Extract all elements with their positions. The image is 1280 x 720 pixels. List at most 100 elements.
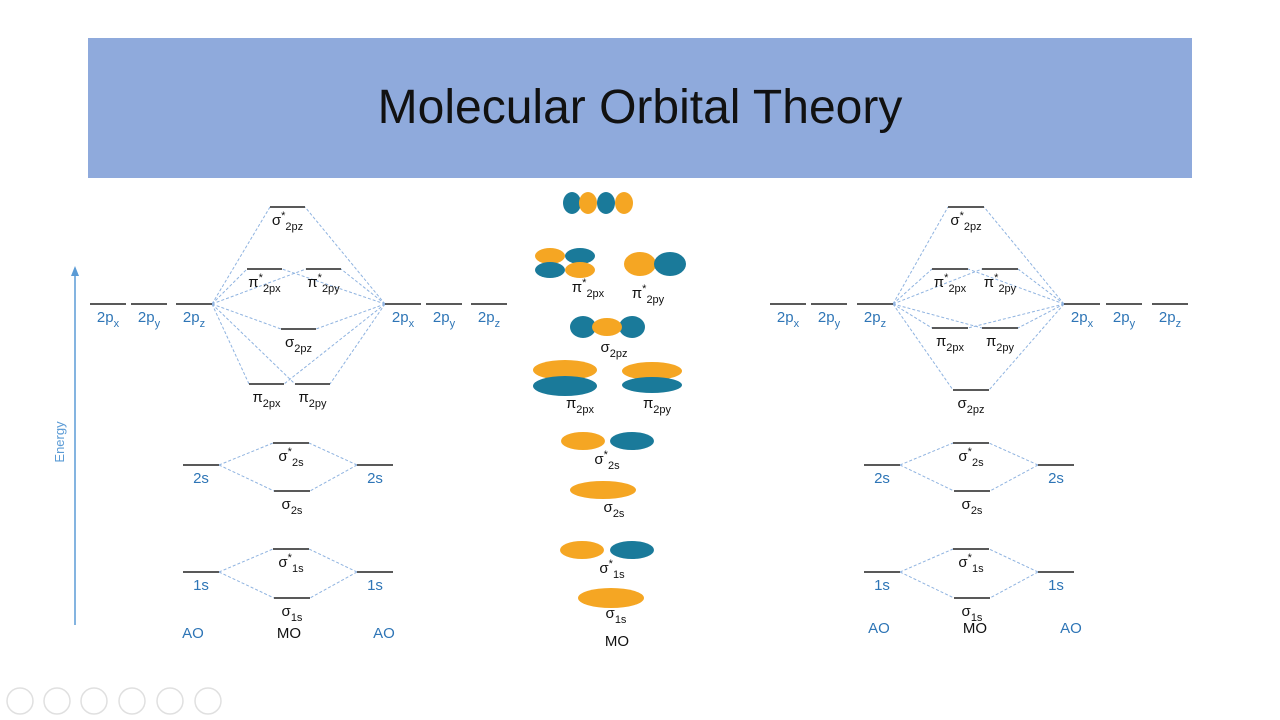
- orbital-lobe: [622, 362, 682, 380]
- pen-button[interactable]: [80, 687, 108, 715]
- orbital-lobe: [565, 262, 595, 278]
- orbital-label: 2s: [367, 470, 383, 487]
- label-sub: 1s: [613, 569, 625, 581]
- label-base: π: [936, 333, 946, 350]
- more-button[interactable]: [194, 687, 222, 715]
- connector: [211, 206, 271, 305]
- orbital-label: σ1s: [962, 603, 983, 624]
- connector: [989, 571, 1039, 599]
- orbital-lobe: [619, 316, 645, 338]
- label-base: σ: [958, 448, 968, 465]
- label-base: π: [298, 389, 308, 406]
- label-base: 2p: [777, 309, 794, 326]
- label-sub: 2pz: [967, 404, 985, 416]
- label-sub: 2s: [292, 457, 304, 469]
- orbital-label: 2pz: [1159, 309, 1181, 330]
- label-base: 2p: [97, 309, 114, 326]
- orbital-label: 1s: [193, 577, 209, 594]
- label-sub: 2py: [646, 294, 664, 306]
- label-base: π: [307, 274, 317, 291]
- slides-button[interactable]: [118, 687, 146, 715]
- label-base: σ: [599, 560, 609, 577]
- label-base: 1s: [874, 577, 890, 594]
- label-sub: y: [835, 318, 841, 330]
- label-base: 2p: [433, 309, 450, 326]
- orbital-label: 2py: [433, 309, 456, 330]
- orbital-label: 2px: [777, 309, 800, 330]
- orbital-lobe: [578, 588, 644, 608]
- prev-button[interactable]: [6, 687, 34, 715]
- orbital-lobe: [563, 192, 581, 214]
- orbital-lobe: [579, 192, 597, 214]
- column-label: MO: [605, 633, 629, 650]
- column-label: MO: [277, 625, 301, 642]
- label-sub: x: [409, 318, 415, 330]
- label-base: σ: [958, 554, 968, 571]
- orbital-lobe: [560, 541, 604, 559]
- orbital-lobe: [654, 252, 686, 276]
- connector: [315, 303, 386, 330]
- connector: [988, 303, 1065, 391]
- label-sup: *: [259, 272, 264, 284]
- label-sup: *: [604, 449, 609, 461]
- label-base: σ: [272, 212, 282, 229]
- label-base: σ: [594, 451, 604, 468]
- label-base: 2p: [138, 309, 155, 326]
- label-sup: *: [582, 277, 587, 289]
- label-base: 2s: [874, 470, 890, 487]
- label-sub: 2s: [613, 508, 625, 520]
- label-sub: 2py: [998, 283, 1016, 295]
- orbital-lobe: [610, 541, 654, 559]
- connector: [309, 464, 358, 492]
- label-base: 2s: [367, 470, 383, 487]
- connector: [899, 442, 954, 466]
- label-sub: y: [1130, 318, 1136, 330]
- label-sub: 2pz: [285, 221, 303, 233]
- orbital-label: σ*1s: [599, 558, 625, 581]
- orbital-lobe: [535, 262, 565, 278]
- label-base: π: [252, 389, 262, 406]
- orbital-label: σ*1s: [958, 552, 984, 575]
- orbital-lobe: [597, 192, 615, 214]
- label-base: π: [566, 395, 576, 412]
- label-sub: 1s: [292, 563, 304, 575]
- label-sub: 2pz: [294, 343, 312, 355]
- label-base: σ: [282, 603, 292, 620]
- label-base: π: [934, 274, 944, 291]
- orbital-lobe: [570, 481, 636, 499]
- connector: [218, 464, 275, 492]
- orbital-lobe: [622, 377, 682, 393]
- next-button[interactable]: [43, 687, 71, 715]
- axis-label: Energy: [52, 421, 67, 463]
- label-base: 2p: [864, 309, 881, 326]
- label-base: 2p: [818, 309, 835, 326]
- orbital-label: σ*2s: [594, 449, 620, 472]
- orbital-label: π2px: [252, 389, 281, 410]
- connector: [988, 548, 1039, 573]
- connector: [892, 303, 954, 391]
- label-sup: *: [968, 446, 973, 458]
- orbital-label: 2py: [138, 309, 161, 330]
- label-base: 2s: [1048, 470, 1064, 487]
- label-base: 2p: [1071, 309, 1088, 326]
- label-sub: 2s: [291, 505, 303, 517]
- label-base: 1s: [193, 577, 209, 594]
- connector: [218, 571, 275, 599]
- orbital-label: σ2pz: [957, 395, 984, 416]
- label-base: π: [643, 395, 653, 412]
- label-sub: 2px: [576, 404, 594, 416]
- connector: [892, 268, 983, 305]
- orbital-label: 2pz: [478, 309, 500, 330]
- orbital-label: π2py: [298, 389, 327, 410]
- label-base: π: [572, 279, 582, 296]
- label-sub: y: [450, 318, 456, 330]
- zoom-button[interactable]: [156, 687, 184, 715]
- label-sub: 2pz: [964, 221, 982, 233]
- orbital-label: π*2py: [984, 272, 1017, 295]
- label-base: σ: [285, 334, 295, 351]
- orbital-label: σ*2pz: [950, 210, 981, 233]
- label-base: σ: [278, 448, 288, 465]
- connector: [281, 268, 386, 305]
- label-sub: 2px: [946, 342, 964, 354]
- orbital-label: σ2pz: [285, 334, 312, 355]
